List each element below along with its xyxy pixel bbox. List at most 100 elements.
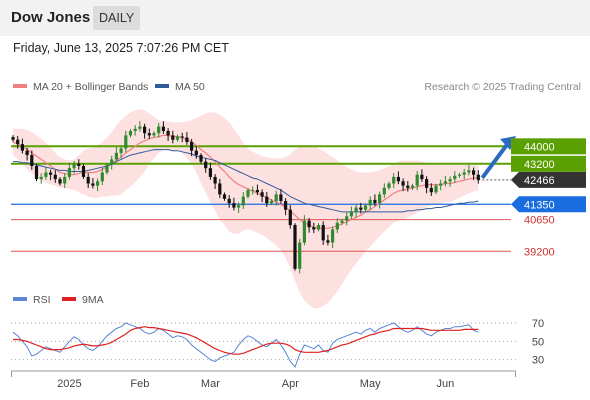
- legend-swatch-ma50: [155, 84, 169, 88]
- price-legend: MA 20 + Bollinger Bands MA 50 Research © 2…: [13, 81, 581, 93]
- candle-body: [49, 172, 53, 175]
- candle-body: [96, 181, 100, 186]
- candle-body: [77, 163, 81, 166]
- x-tick-label: Apr: [282, 378, 299, 390]
- candle-body: [420, 174, 424, 180]
- legend-label-ma9: 9MA: [82, 294, 104, 306]
- legend-label-ma50: MA 50: [175, 81, 205, 93]
- candle-body: [345, 216, 349, 221]
- candle-body: [326, 240, 330, 243]
- level-labels: 44000 43200 42466 41350 40650 39200: [511, 138, 586, 258]
- candle-body: [434, 185, 438, 193]
- candle-body: [260, 192, 264, 197]
- candle-body: [382, 187, 386, 195]
- candle-body: [128, 130, 133, 136]
- rsi-tick-label: 70: [532, 318, 544, 330]
- candle-body: [331, 229, 335, 243]
- candle-body: [119, 148, 123, 153]
- candle-body: [476, 174, 480, 180]
- candle-body: [152, 133, 156, 136]
- candle-body: [86, 176, 90, 184]
- candle-body: [133, 128, 137, 131]
- candle-body: [63, 176, 67, 184]
- x-tick-label: Mar: [201, 378, 220, 390]
- candle-body: [175, 136, 180, 140]
- level-lines: [11, 145, 511, 252]
- candle-body: [100, 172, 104, 182]
- candle-body: [218, 183, 222, 195]
- support-label: 40650: [524, 215, 555, 227]
- candle-body: [472, 170, 476, 175]
- candle-body: [378, 194, 382, 204]
- candle-body: [232, 203, 236, 208]
- legend-label-rsi: RSI: [33, 294, 51, 306]
- bollinger-bands: [13, 109, 479, 309]
- candle-body: [410, 185, 415, 188]
- candle-body: [340, 220, 344, 223]
- candle-body: [415, 174, 419, 186]
- candle-body: [114, 152, 118, 160]
- resistance-label-box: [511, 155, 586, 172]
- candle-body: [316, 225, 321, 230]
- candle-body: [392, 176, 396, 184]
- period-selector[interactable]: DAILY: [93, 6, 141, 30]
- candle-body: [349, 211, 353, 217]
- candle-body: [222, 194, 227, 199]
- candle-body: [190, 141, 194, 151]
- candle-body: [467, 170, 471, 173]
- legend-swatch-rsi: [13, 297, 27, 301]
- candle-body: [91, 183, 95, 186]
- support-label: 39200: [524, 246, 555, 258]
- candle-body: [265, 196, 269, 204]
- credit-text: Research © 2025 Trading Central: [424, 81, 581, 93]
- resistance-label: 43200: [524, 159, 555, 171]
- candle-body: [143, 126, 147, 134]
- candle-body: [429, 187, 433, 193]
- candle-body: [58, 179, 62, 184]
- candle-body: [279, 194, 283, 201]
- candle-body: [208, 168, 212, 177]
- candle-body: [237, 205, 241, 208]
- candle-body: [462, 172, 466, 175]
- candle-body: [16, 139, 20, 145]
- candle-body: [213, 176, 217, 184]
- price-chart[interactable]: 44000 43200 42466 41350 40650 39200 MA 20 + B…: [0, 0, 590, 309]
- candle-body: [110, 159, 114, 165]
- candle-body: [439, 183, 443, 186]
- candle-body: [171, 135, 175, 140]
- candle-body: [161, 126, 165, 131]
- candle-body: [269, 200, 274, 204]
- bollinger-band-area: [13, 109, 479, 309]
- candle-body: [425, 179, 429, 188]
- rsi-lines: [12, 322, 479, 368]
- candle-body: [387, 183, 391, 188]
- timestamp: Friday, June 13, 2025 7:07:26 PM CET: [13, 41, 229, 55]
- candle-body: [180, 136, 184, 138]
- candle-body: [81, 165, 86, 177]
- candle-body: [359, 207, 363, 210]
- candle-body: [288, 209, 292, 226]
- candle-body: [194, 150, 198, 156]
- time-axis: 2025 Feb Mar Apr May Jun: [11, 370, 516, 390]
- x-tick-label: Jun: [437, 378, 455, 390]
- candle-body: [255, 190, 259, 193]
- candle-body: [321, 225, 325, 241]
- candle-body: [251, 190, 255, 192]
- ma20-line: [12, 134, 479, 229]
- resistance-label-box: [511, 138, 586, 155]
- candle-body: [11, 137, 15, 140]
- candle-body: [443, 181, 447, 184]
- candle-body: [105, 164, 109, 173]
- rsi-tick-label: 30: [532, 355, 544, 367]
- candle-body: [157, 126, 161, 134]
- legend-swatch-ma9: [62, 297, 76, 301]
- candle-body: [307, 220, 311, 228]
- x-tick-label: 2025: [57, 378, 81, 390]
- candle-body: [354, 207, 358, 212]
- candle-body: [448, 179, 452, 182]
- instrument-title: Dow Jones: [11, 9, 91, 26]
- candle-body: [138, 126, 142, 129]
- rsi-tick-label: 50: [532, 336, 544, 348]
